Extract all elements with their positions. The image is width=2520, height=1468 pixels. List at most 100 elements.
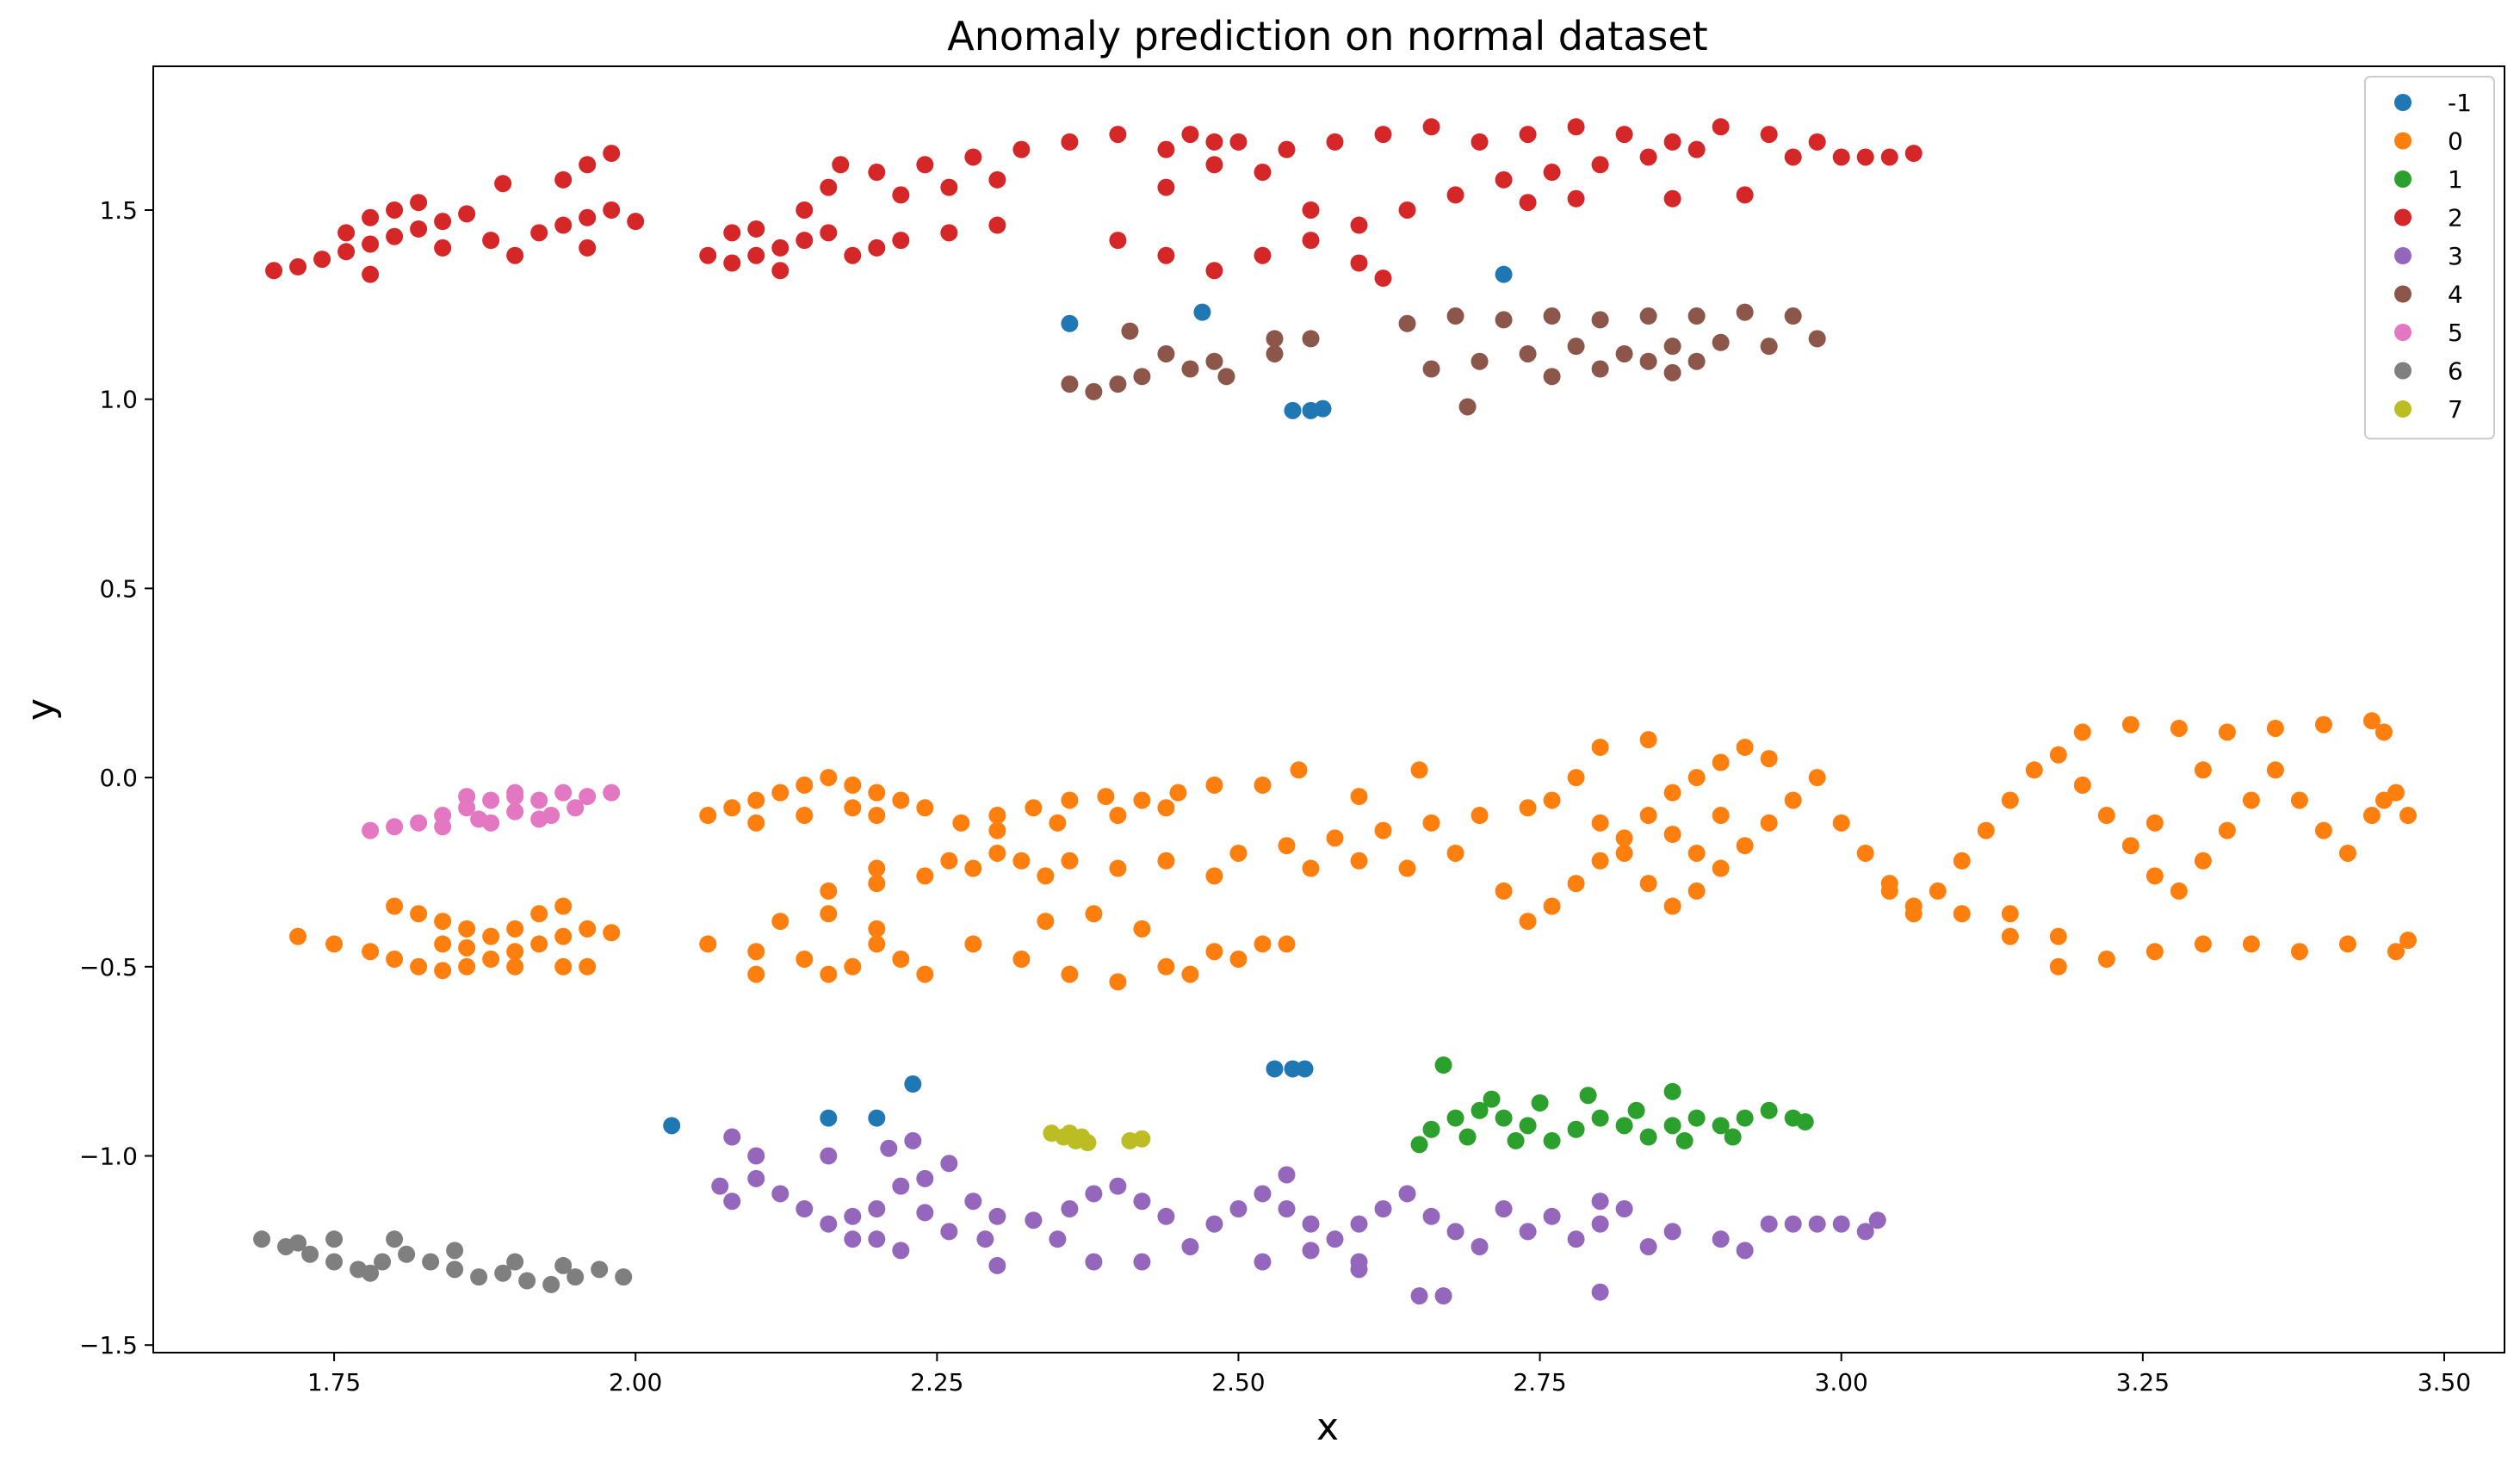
data-point bbox=[1446, 1109, 1464, 1127]
data-point bbox=[1254, 776, 1272, 794]
data-point bbox=[1639, 148, 1657, 166]
data-point bbox=[1205, 867, 1223, 885]
data-point bbox=[554, 170, 573, 189]
y-axis-label: y bbox=[19, 698, 63, 721]
data-point bbox=[1133, 1253, 1151, 1271]
data-point bbox=[1471, 352, 1489, 370]
legend-marker bbox=[2394, 362, 2412, 380]
data-point bbox=[615, 1268, 633, 1286]
data-point bbox=[1350, 852, 1368, 870]
data-point bbox=[1061, 133, 1079, 151]
data-point bbox=[868, 164, 886, 182]
data-point bbox=[446, 1242, 464, 1260]
data-point bbox=[1784, 1215, 1802, 1233]
data-point bbox=[1181, 965, 1199, 983]
data-point bbox=[2338, 935, 2356, 953]
data-point bbox=[422, 1253, 440, 1271]
data-point bbox=[494, 175, 512, 193]
legend-box bbox=[2364, 76, 2495, 440]
series-1 bbox=[1410, 1056, 1814, 1154]
data-point bbox=[1639, 352, 1657, 370]
data-point bbox=[1736, 186, 1754, 204]
data-point bbox=[1157, 246, 1175, 264]
data-point bbox=[832, 156, 850, 174]
data-point bbox=[410, 905, 428, 923]
y-tick-label: 1.0 bbox=[99, 386, 138, 414]
data-point bbox=[1736, 837, 1754, 855]
data-point bbox=[1591, 311, 1609, 329]
data-point bbox=[1254, 1185, 1272, 1203]
data-point bbox=[1109, 232, 1127, 250]
data-point bbox=[796, 1200, 814, 1218]
data-point bbox=[2266, 719, 2284, 737]
data-point bbox=[1567, 338, 1585, 356]
data-point bbox=[940, 852, 958, 870]
data-point bbox=[1181, 126, 1199, 144]
data-point bbox=[482, 951, 500, 969]
data-point bbox=[1567, 1230, 1585, 1248]
x-axis-label: x bbox=[1316, 1405, 1339, 1449]
y-tick-label: −1.5 bbox=[79, 1331, 138, 1360]
data-point bbox=[1567, 769, 1585, 787]
data-point bbox=[892, 1177, 910, 1195]
data-point bbox=[1615, 1200, 1633, 1218]
data-point bbox=[2290, 943, 2308, 961]
data-point bbox=[1085, 1253, 1103, 1271]
data-point bbox=[2145, 867, 2164, 885]
data-point bbox=[1205, 133, 1223, 151]
data-point bbox=[868, 807, 886, 825]
data-point bbox=[434, 213, 452, 231]
data-point bbox=[530, 791, 548, 809]
data-point bbox=[771, 238, 789, 257]
data-point bbox=[868, 1200, 886, 1218]
data-point bbox=[892, 791, 910, 809]
data-point bbox=[1519, 126, 1537, 144]
legend-marker bbox=[2394, 170, 2412, 188]
data-point bbox=[1663, 784, 1681, 802]
legend: -1 0 1 2 3 4 5 6 7 bbox=[2364, 76, 2495, 440]
data-point bbox=[1712, 859, 1730, 877]
data-point bbox=[868, 1230, 886, 1248]
data-point bbox=[699, 807, 717, 825]
data-point bbox=[506, 957, 524, 976]
data-point bbox=[434, 238, 452, 257]
data-point bbox=[434, 962, 452, 980]
data-point bbox=[1639, 875, 1657, 893]
data-point bbox=[1133, 920, 1151, 938]
data-point bbox=[1278, 1166, 1296, 1184]
data-point bbox=[1350, 788, 1368, 806]
data-point bbox=[892, 1242, 910, 1260]
data-point bbox=[2194, 852, 2212, 870]
data-point bbox=[1254, 246, 1272, 264]
data-point bbox=[1519, 1223, 1537, 1241]
data-point bbox=[1458, 398, 1477, 416]
legend-marker bbox=[2394, 285, 2412, 303]
data-point bbox=[1290, 761, 1308, 779]
series-5 bbox=[362, 784, 621, 839]
data-point bbox=[1495, 1109, 1513, 1127]
data-point bbox=[1868, 1211, 1886, 1230]
data-point bbox=[1296, 1060, 1314, 1078]
data-point bbox=[868, 238, 886, 257]
data-point bbox=[1567, 189, 1585, 208]
data-point bbox=[940, 224, 958, 242]
data-point bbox=[1712, 1230, 1730, 1248]
data-point bbox=[1037, 913, 1055, 931]
data-point bbox=[506, 802, 524, 821]
data-point bbox=[458, 788, 476, 806]
data-point bbox=[1061, 1200, 1079, 1218]
data-point bbox=[868, 1109, 886, 1127]
data-point bbox=[1904, 905, 1923, 923]
data-point bbox=[1278, 1200, 1296, 1218]
data-point bbox=[1169, 784, 1187, 802]
data-point bbox=[2266, 761, 2284, 779]
data-point bbox=[1675, 1131, 1693, 1149]
data-point bbox=[747, 1169, 765, 1187]
data-point bbox=[1157, 799, 1175, 817]
data-point bbox=[844, 1230, 862, 1248]
data-point bbox=[2001, 791, 2019, 809]
data-point bbox=[820, 1147, 838, 1165]
data-point bbox=[1049, 1230, 1067, 1248]
data-point bbox=[747, 246, 765, 264]
data-point bbox=[1591, 360, 1609, 378]
